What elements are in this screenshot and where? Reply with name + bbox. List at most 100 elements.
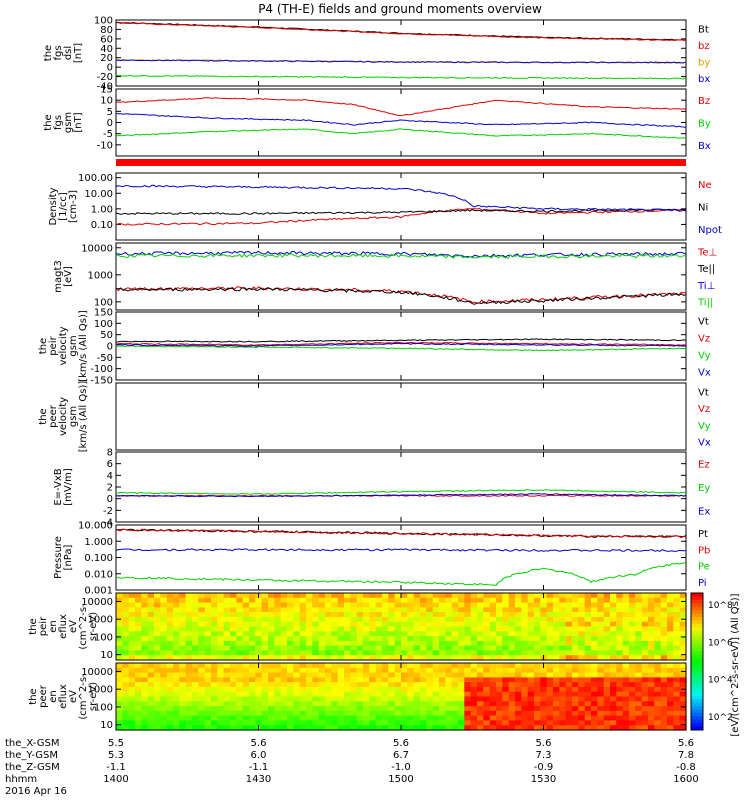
heatmap-cell: [306, 626, 313, 632]
heatmap-cell: [166, 640, 174, 647]
heatmap-cell: [363, 710, 370, 717]
heatmap-cell: [261, 696, 269, 702]
heatmap-cell: [394, 696, 402, 702]
heatmap-cell: [135, 631, 142, 637]
heatmap-cell: [375, 667, 383, 674]
heatmap-cell: [350, 593, 358, 599]
y-tick-label: 100: [94, 297, 113, 308]
heatmap-cell: [470, 597, 478, 604]
heatmap-cell: [572, 686, 579, 693]
heatmap-cell: [217, 710, 225, 717]
heatmap-cell: [274, 626, 282, 632]
heatmap-cell: [572, 650, 579, 656]
heatmap-cell: [629, 612, 636, 618]
heatmap-cell: [432, 616, 440, 623]
heatmap-cell: [318, 593, 326, 599]
heatmap-cell: [198, 696, 206, 702]
heatmap-cell: [394, 645, 402, 651]
heatmap-cell: [521, 597, 529, 604]
heatmap-cell: [660, 650, 668, 656]
heatmap-cell: [622, 725, 630, 731]
y-axis-label: velocity: [58, 397, 69, 436]
heatmap-cell: [559, 706, 567, 712]
heatmap-cell: [635, 612, 643, 618]
heatmap-cell: [527, 655, 535, 661]
heatmap-cell: [280, 636, 288, 642]
heatmap-cell: [407, 593, 415, 599]
heatmap-cell: [502, 621, 510, 628]
heatmap-cell: [388, 621, 396, 628]
heatmap-cell: [331, 602, 339, 608]
heatmap-cell: [204, 626, 212, 632]
panel-frame: [115, 382, 687, 451]
heatmap-cell: [344, 626, 351, 632]
heatmap-cell: [160, 621, 168, 628]
heatmap-cell: [230, 663, 237, 669]
heatmap-cell: [496, 710, 503, 717]
heatmap-cell: [122, 607, 130, 613]
heatmap-cell: [527, 706, 535, 712]
heatmap-cell: [597, 725, 605, 731]
heatmap-cell: [192, 667, 199, 674]
heatmap-cell: [344, 631, 351, 637]
heatmap-cell: [141, 701, 149, 707]
heatmap-cell: [591, 631, 598, 637]
heatmap-cell: [610, 710, 617, 717]
heatmap-cell: [287, 640, 294, 647]
heatmap-cell: [344, 701, 351, 707]
heatmap-cell: [667, 725, 674, 731]
heatmap-cell: [502, 626, 510, 632]
heatmap-cell: [211, 691, 218, 698]
heatmap-cell: [610, 621, 617, 628]
heatmap-cell: [141, 626, 149, 632]
heatmap-cell: [337, 597, 345, 604]
heatmap-cell: [141, 602, 149, 608]
heatmap-cell: [584, 612, 592, 618]
heatmap-cell: [128, 701, 136, 707]
heatmap-cell: [508, 677, 516, 683]
heatmap-cell: [382, 667, 389, 674]
heatmap-cell: [318, 677, 326, 683]
heatmap-cell: [673, 682, 681, 688]
heatmap-cell: [287, 621, 294, 628]
heatmap-cell: [654, 593, 662, 599]
heatmap-cell: [312, 667, 320, 674]
heatmap-cell: [483, 725, 491, 731]
heatmap-cell: [331, 607, 339, 613]
colorbar-swatch: [691, 702, 703, 707]
series-line-Te⊥: [115, 286, 687, 304]
heatmap-cell: [255, 706, 263, 712]
heatmap-cell: [439, 667, 446, 674]
heatmap-cell: [128, 677, 136, 683]
heatmap-cell: [667, 682, 674, 688]
heatmap-cell: [369, 706, 377, 712]
heatmap-cell: [667, 655, 674, 661]
heatmap-cell: [660, 663, 668, 669]
heatmap-cell: [489, 626, 497, 632]
heatmap-cell: [673, 616, 681, 623]
heatmap-cell: [312, 612, 320, 618]
heatmap-cell: [401, 720, 408, 726]
y-axis-label: the: [38, 338, 49, 354]
heatmap-cell: [274, 663, 282, 669]
heatmap-cell: [337, 640, 345, 647]
colorbar-swatch: [691, 603, 703, 608]
heatmap-cell: [584, 677, 592, 683]
heatmap-cell: [299, 720, 307, 726]
heatmap-cell: [578, 593, 586, 599]
heatmap-cell: [293, 626, 301, 632]
heatmap-cell: [242, 701, 250, 707]
series-line-Pb: [115, 528, 687, 539]
heatmap-cell: [540, 691, 548, 698]
heatmap-cell: [667, 710, 674, 717]
heatmap-cell: [477, 607, 484, 613]
heatmap-cell: [660, 682, 668, 688]
heatmap-cell: [426, 655, 434, 661]
heatmap-cell: [179, 682, 187, 688]
heatmap-cell: [356, 612, 364, 618]
heatmap-cell: [565, 667, 573, 674]
heatmap-cell: [667, 672, 674, 678]
heatmap-cell: [128, 686, 136, 693]
heatmap-cell: [249, 696, 256, 702]
heatmap-cell: [673, 636, 681, 642]
